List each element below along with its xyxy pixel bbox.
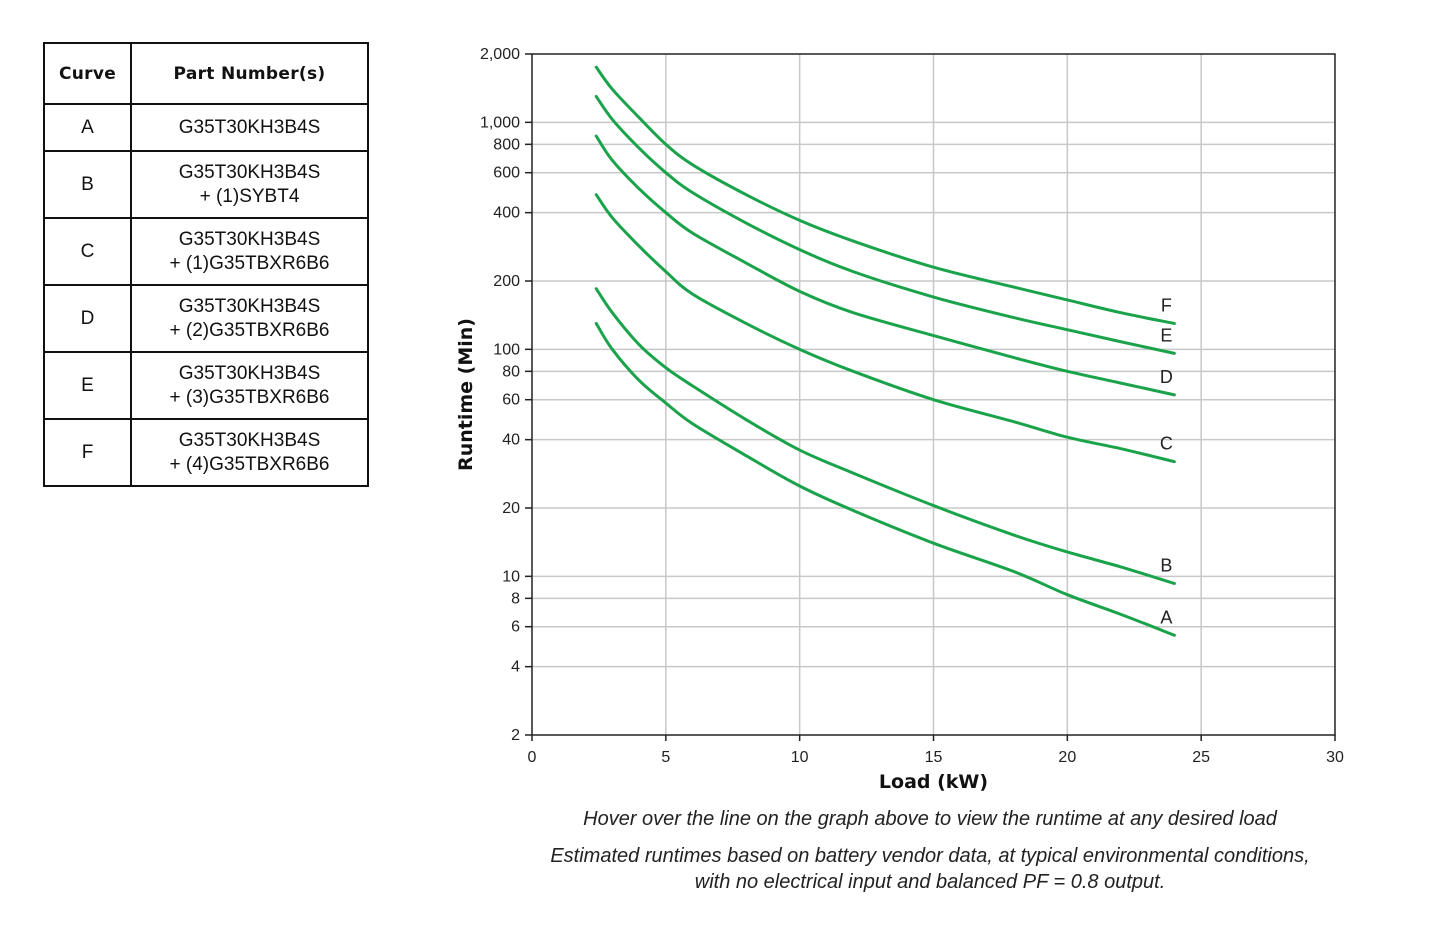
y-tick-label: 200 xyxy=(493,273,520,290)
table-row: E G35T30KH3B4S + (3)G35TBXR6B6 xyxy=(43,351,369,420)
series-label-d: D xyxy=(1160,367,1173,387)
curve-letter: D xyxy=(43,284,132,353)
part-number-cell: G35T30KH3B4S + (3)G35TBXR6B6 xyxy=(130,351,369,420)
y-tick-label: 800 xyxy=(493,136,520,153)
curve-legend-table: Curve Part Number(s) A G35T30KH3B4S B G3… xyxy=(43,42,369,487)
y-tick-label: 80 xyxy=(502,363,520,380)
series-label-c: C xyxy=(1160,434,1173,454)
part-number-addon: + (1)G35TBXR6B6 xyxy=(169,252,330,274)
y-tick-label: 2 xyxy=(511,727,520,744)
x-axis-title: Load (kW) xyxy=(879,771,988,793)
x-tick-label: 0 xyxy=(528,749,537,766)
series-label-e: E xyxy=(1160,325,1172,345)
x-tick-label: 20 xyxy=(1058,749,1076,766)
part-number-cell: G35T30KH3B4S xyxy=(130,103,369,152)
x-tick-label: 10 xyxy=(791,749,809,766)
part-number-addon: + (1)SYBT4 xyxy=(199,185,300,207)
part-number-cell: G35T30KH3B4S + (4)G35TBXR6B6 xyxy=(130,418,369,487)
curve-column-header: Curve xyxy=(43,42,132,105)
curve-letter: C xyxy=(43,217,132,286)
table-row: B G35T30KH3B4S + (1)SYBT4 xyxy=(43,150,369,219)
table-row: D G35T30KH3B4S + (2)G35TBXR6B6 xyxy=(43,284,369,353)
note-caption-line1: Estimated runtimes based on battery vend… xyxy=(550,845,1310,867)
hover-caption: Hover over the line on the graph above t… xyxy=(583,808,1277,830)
x-tick-label: 30 xyxy=(1326,749,1344,766)
y-tick-label: 20 xyxy=(502,500,520,517)
curve-letter: E xyxy=(43,351,132,420)
y-axis-title: Runtime (Min) xyxy=(455,318,477,471)
curve-letter: B xyxy=(43,150,132,219)
y-tick-label: 10 xyxy=(502,568,520,585)
part-number-cell: G35T30KH3B4S + (1)G35TBXR6B6 xyxy=(130,217,369,286)
curve-letter: A xyxy=(43,103,132,152)
y-tick-label: 8 xyxy=(511,590,520,607)
part-number-line: G35T30KH3B4S xyxy=(178,228,321,250)
curve-letter: F xyxy=(43,418,132,487)
x-tick-label: 25 xyxy=(1192,749,1210,766)
series-line-b xyxy=(594,287,1176,585)
part-number-cell: G35T30KH3B4S + (1)SYBT4 xyxy=(130,150,369,219)
table-row: C G35T30KH3B4S + (1)G35TBXR6B6 xyxy=(43,217,369,286)
table-row: A G35T30KH3B4S xyxy=(43,103,369,152)
part-number-line: G35T30KH3B4S xyxy=(178,116,321,138)
part-number-addon: + (4)G35TBXR6B6 xyxy=(169,453,330,475)
series-label-b: B xyxy=(1160,555,1172,575)
series-line-f xyxy=(594,65,1176,325)
note-caption-line2: with no electrical input and balanced PF… xyxy=(694,871,1166,893)
y-tick-label: 40 xyxy=(502,432,520,449)
y-tick-label: 400 xyxy=(493,205,520,222)
part-number-line: G35T30KH3B4S xyxy=(178,295,321,317)
series-label-f: F xyxy=(1161,295,1172,315)
x-tick-label: 5 xyxy=(661,749,670,766)
series-line-e xyxy=(594,94,1176,355)
y-tick-label: 2,000 xyxy=(480,46,520,63)
part-number-line: G35T30KH3B4S xyxy=(178,362,321,384)
y-tick-label: 1,000 xyxy=(480,114,520,131)
x-tick-label: 15 xyxy=(925,749,943,766)
series-line-a xyxy=(594,321,1176,637)
series-line-d xyxy=(594,134,1176,397)
table-row: F G35T30KH3B4S + (4)G35TBXR6B6 xyxy=(43,418,369,487)
y-tick-label: 6 xyxy=(511,619,520,636)
series-label-a: A xyxy=(1160,607,1172,627)
part-number-column-header: Part Number(s) xyxy=(130,42,369,105)
series-line-c xyxy=(594,193,1176,464)
part-number-line: G35T30KH3B4S xyxy=(178,161,321,183)
table-header-row: Curve Part Number(s) xyxy=(43,42,369,105)
part-number-cell: G35T30KH3B4S + (2)G35TBXR6B6 xyxy=(130,284,369,353)
y-tick-label: 60 xyxy=(502,392,520,409)
y-tick-label: 600 xyxy=(493,165,520,182)
part-number-addon: + (3)G35TBXR6B6 xyxy=(169,386,330,408)
y-tick-label: 4 xyxy=(511,659,520,676)
part-number-addon: + (2)G35TBXR6B6 xyxy=(169,319,330,341)
y-tick-label: 100 xyxy=(493,341,520,358)
part-number-line: G35T30KH3B4S xyxy=(178,429,321,451)
